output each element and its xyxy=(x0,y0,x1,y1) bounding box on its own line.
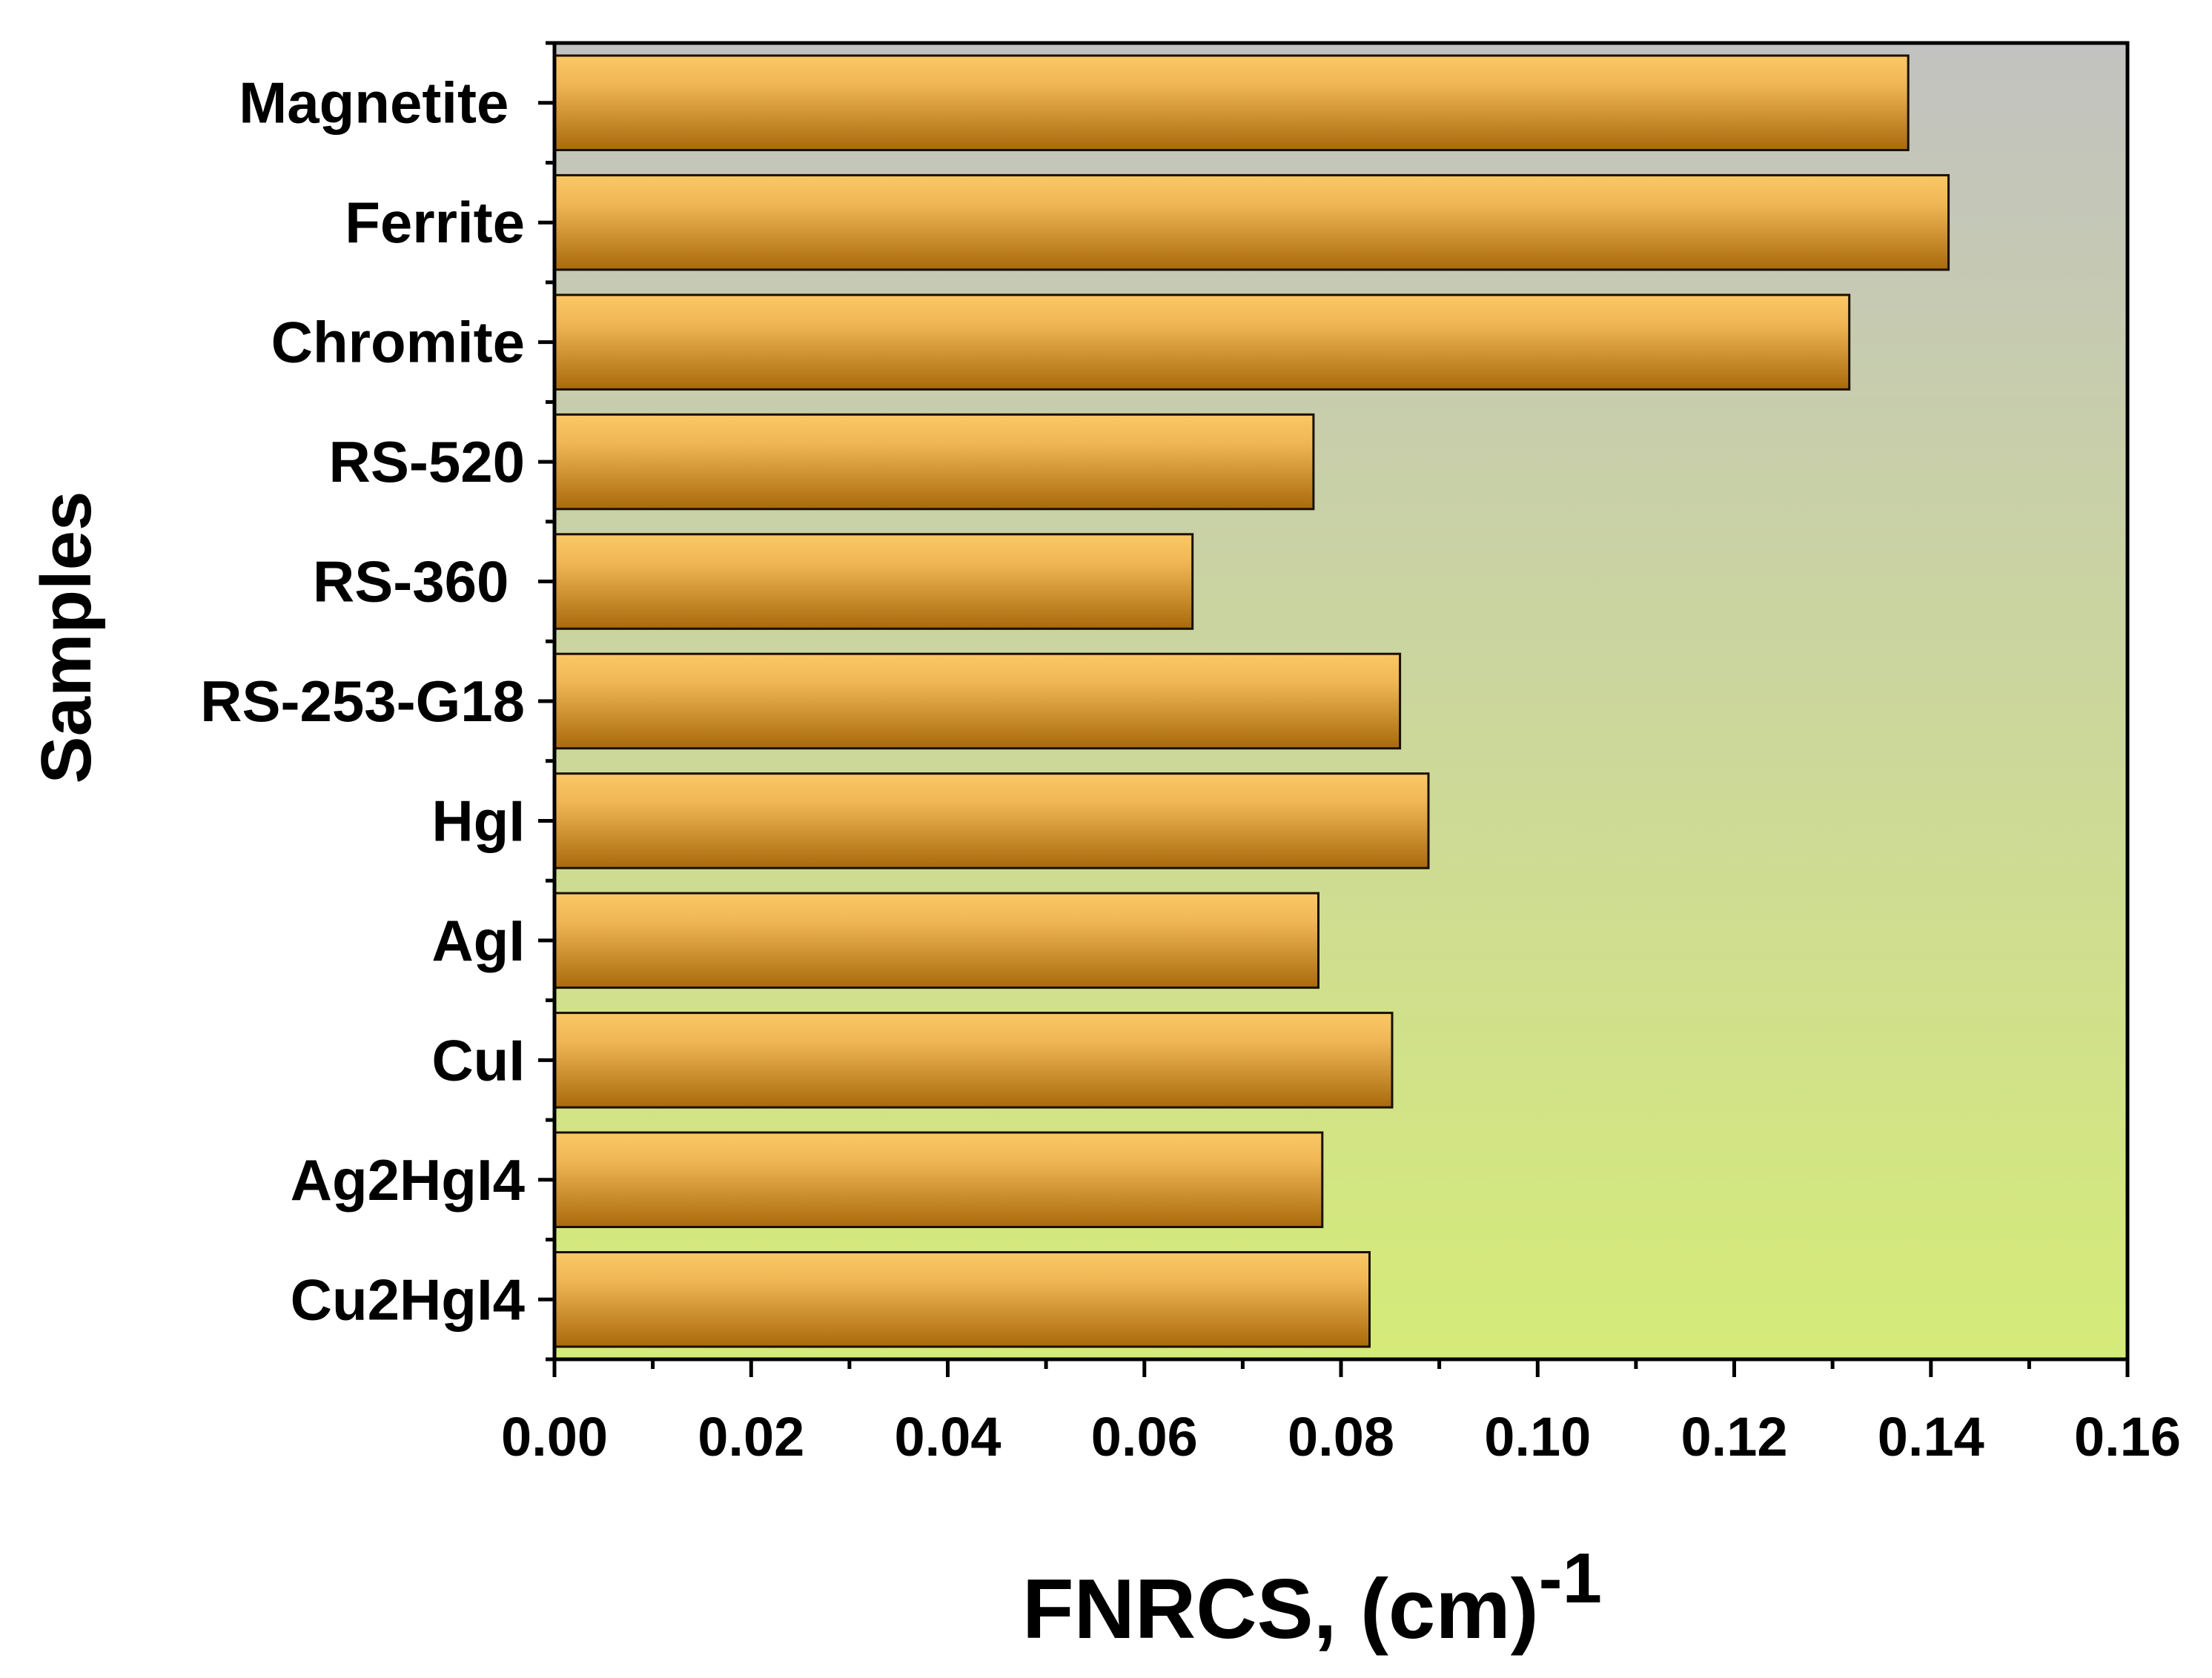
y-axis: Magnetite Ferrite Chromite RS-520 RS-360 RS… xyxy=(200,41,554,1362)
bar xyxy=(553,1131,1324,1228)
y-tick-label: Cu2HgI4 xyxy=(291,1267,525,1332)
bar xyxy=(553,533,1194,630)
bar xyxy=(553,1251,1371,1348)
y-axis-title: Samples xyxy=(27,491,106,784)
x-tick-label: 0.02 xyxy=(698,1406,804,1468)
x-tick-label: 0.08 xyxy=(1288,1406,1394,1468)
bar xyxy=(553,173,1950,271)
x-axis: 0.00 0.02 0.04 0.06 0.08 0.10 0.12 0.14 0.16 xyxy=(501,1359,2181,1468)
y-tick-label: Magnetite xyxy=(239,70,525,136)
y-tick-label: Ferrite xyxy=(345,190,525,255)
bar xyxy=(553,294,1851,391)
bar xyxy=(553,892,1319,989)
x-axis-title-superscript: -1 xyxy=(1539,1539,1602,1618)
x-tick-label: 0.04 xyxy=(894,1406,1001,1468)
x-tick-label: 0.10 xyxy=(1484,1406,1591,1468)
bar xyxy=(553,54,1910,151)
y-tick-label: RS-520 xyxy=(329,429,525,494)
y-tick-label: HgI xyxy=(431,789,525,854)
y-tick-label: RS-253-G18 xyxy=(200,669,525,734)
x-tick-label: 0.06 xyxy=(1091,1406,1198,1468)
x-axis-title: FNRCS, (cm)-1 xyxy=(1022,1539,1602,1657)
x-axis-title-text: FNRCS, (cm) xyxy=(1022,1562,1539,1657)
y-tick-label: CuI xyxy=(431,1027,525,1092)
y-tick-label: Ag2HgI4 xyxy=(291,1147,525,1213)
bars-layer xyxy=(553,54,1950,1348)
bar xyxy=(553,1012,1394,1109)
x-tick-label: 0.00 xyxy=(501,1406,608,1468)
bar xyxy=(553,413,1315,511)
bar xyxy=(553,772,1430,869)
y-tick-label: RS-360 xyxy=(313,549,525,614)
y-tick-label: Chromite xyxy=(271,310,525,375)
x-tick-label: 0.12 xyxy=(1680,1406,1787,1468)
bar xyxy=(553,652,1402,750)
x-tick-label: 0.14 xyxy=(1878,1406,1984,1468)
y-tick-label: AgI xyxy=(431,908,525,973)
x-tick-label: 0.16 xyxy=(2074,1406,2181,1468)
